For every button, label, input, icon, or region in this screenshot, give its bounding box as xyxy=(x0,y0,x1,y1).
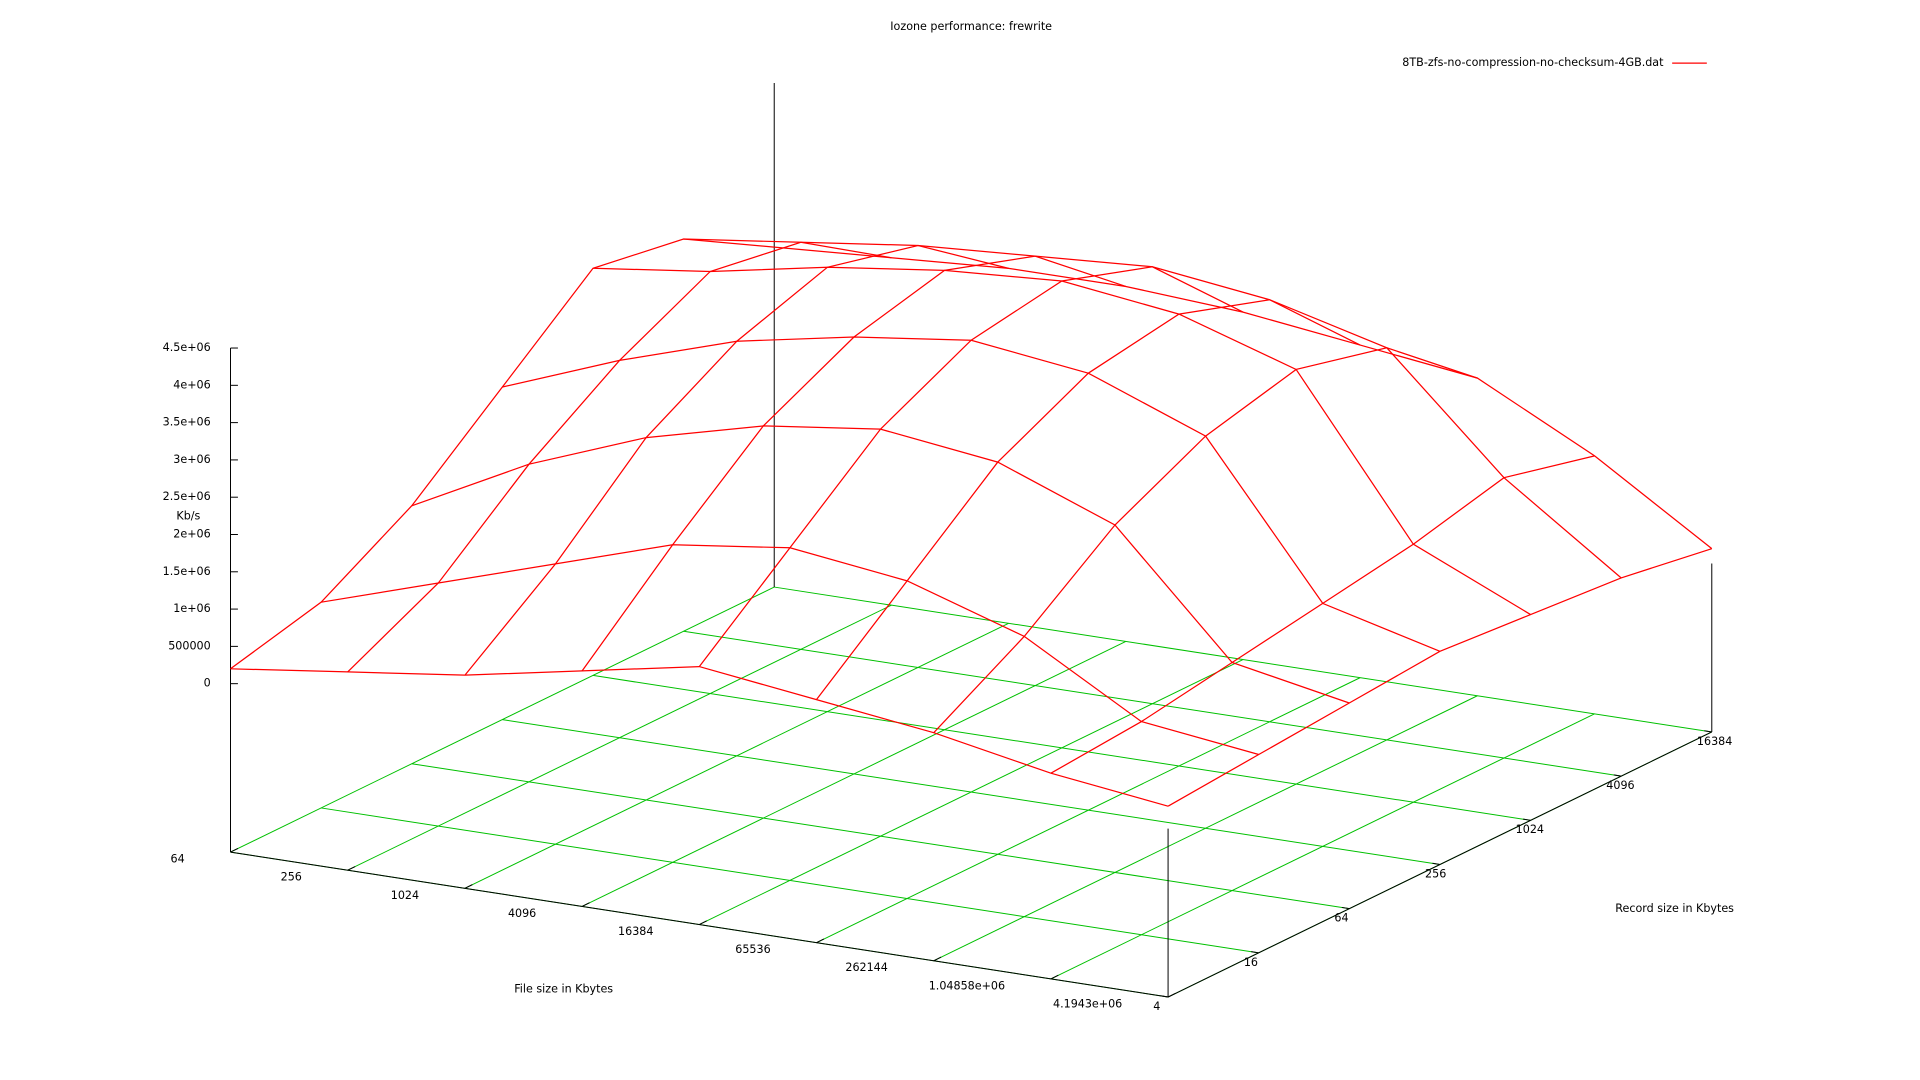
x-tick xyxy=(581,902,590,907)
surface-line xyxy=(347,241,892,673)
x-tick xyxy=(816,938,825,944)
surface-line xyxy=(230,238,775,670)
chart-title: Iozone performance: frewrite xyxy=(890,20,1052,33)
x-tick-label: 1024 xyxy=(391,889,419,902)
y-tick xyxy=(1160,995,1169,998)
y-tick xyxy=(1704,730,1712,733)
surface-line xyxy=(581,255,1127,672)
z-tick-label: 3e+06 xyxy=(173,453,210,466)
z-tick-label: 4e+06 xyxy=(173,378,210,391)
surface-line xyxy=(815,299,1361,701)
x-tick-label: 1.04858e+06 xyxy=(929,979,1005,992)
x-tick xyxy=(464,884,473,889)
grid-line xyxy=(502,719,1441,865)
z-tick-label: 3.5e+06 xyxy=(163,416,211,429)
x-tick-label: 16384 xyxy=(618,925,653,938)
y-tick-label: 4 xyxy=(1153,1000,1160,1013)
z-tick-label: 500000 xyxy=(168,639,210,652)
y-tick xyxy=(1613,774,1622,777)
z-axis-label: Kb/s xyxy=(176,509,200,522)
surface-line xyxy=(230,665,1169,807)
z-tick-label: 2.5e+06 xyxy=(163,490,211,503)
x-tick-label: 262144 xyxy=(845,961,887,974)
z-tick-label: 0 xyxy=(204,677,211,690)
y-tick-label: 64 xyxy=(1334,912,1348,925)
y-tick xyxy=(1251,951,1259,954)
y-tick-label: 16384 xyxy=(1697,735,1732,748)
grid-line xyxy=(321,807,1259,954)
x-tick xyxy=(1050,974,1059,980)
surface-line xyxy=(1167,548,1712,807)
x-tick xyxy=(347,866,356,871)
y-tick xyxy=(1523,818,1531,821)
legend-label: 8TB-zfs-no-compression-no-checksum-4GB.d… xyxy=(1402,56,1664,69)
y-tick-label: 4096 xyxy=(1606,779,1634,792)
surface-line xyxy=(502,336,1441,652)
grid-line xyxy=(683,630,1622,777)
surface-line xyxy=(1050,455,1595,774)
y-axis-label: Record size in Kbytes xyxy=(1615,902,1734,915)
z-tick-label: 4.5e+06 xyxy=(163,341,211,354)
x-axis-label: File size in Kbytes xyxy=(514,983,613,996)
y-tick xyxy=(1432,862,1441,865)
grid-line xyxy=(230,586,775,853)
grid-line xyxy=(411,763,1350,910)
surface-line xyxy=(464,244,1009,676)
x-tick-label: 64 xyxy=(171,853,185,866)
x-tick xyxy=(1167,992,1176,998)
surface-line xyxy=(933,347,1478,734)
z-tick-label: 1.5e+06 xyxy=(163,565,211,578)
surface-line xyxy=(321,544,1259,756)
y-tick-label: 1024 xyxy=(1516,823,1544,836)
y-tick-label: 256 xyxy=(1425,867,1446,880)
surface-line xyxy=(774,246,1713,550)
x-tick-label: 256 xyxy=(281,871,302,884)
surface-line xyxy=(698,266,1244,667)
x-tick-label: 65536 xyxy=(735,943,770,956)
x-tick xyxy=(933,956,942,962)
x-tick-label: 4.1943e+06 xyxy=(1053,997,1122,1010)
z-tick-label: 2e+06 xyxy=(173,527,210,540)
z-tick-label: 1e+06 xyxy=(173,602,210,615)
x-tick xyxy=(230,847,239,853)
y-tick-label: 16 xyxy=(1244,956,1258,969)
y-tick xyxy=(1341,906,1350,910)
grid-line xyxy=(592,674,1531,821)
grid-line xyxy=(774,586,1712,733)
x-tick-label: 4096 xyxy=(508,907,536,920)
surface-line xyxy=(683,238,1622,579)
x-tick xyxy=(699,920,707,926)
surface-line xyxy=(593,266,1531,616)
